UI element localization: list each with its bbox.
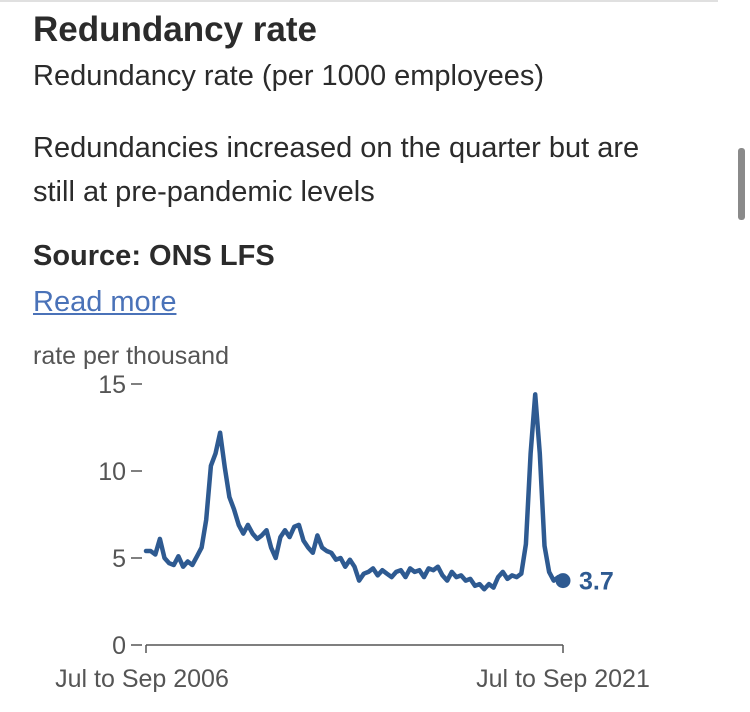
y-tick-label: 15 xyxy=(98,371,126,399)
source-label: Source: ONS LFS xyxy=(33,240,275,272)
y-tick-label: 10 xyxy=(98,458,126,486)
end-value-label: 3.7 xyxy=(579,568,614,596)
chart-description: Redundancies increased on the quarter bu… xyxy=(33,132,640,208)
read-more-link[interactable]: Read more xyxy=(33,286,177,318)
chart-title: Redundancy rate xyxy=(33,10,317,49)
y-tick-label: 0 xyxy=(112,632,126,660)
scrollbar-thumb[interactable] xyxy=(738,148,745,220)
y-axis-label: rate per thousand xyxy=(33,342,229,370)
end-point-marker xyxy=(555,573,571,589)
line-chart: rate per thousand 0 5 10 15 Jul to Sep 2006… xyxy=(33,342,650,693)
x-tick-label-start: Jul to Sep 2006 xyxy=(55,665,229,693)
top-divider xyxy=(0,0,718,2)
x-tick-label-end: Jul to Sep 2021 xyxy=(476,665,650,693)
y-tick-label: 5 xyxy=(112,545,126,573)
chart-subtitle: Redundancy rate (per 1000 employees) xyxy=(33,60,545,92)
series-line xyxy=(143,392,566,592)
